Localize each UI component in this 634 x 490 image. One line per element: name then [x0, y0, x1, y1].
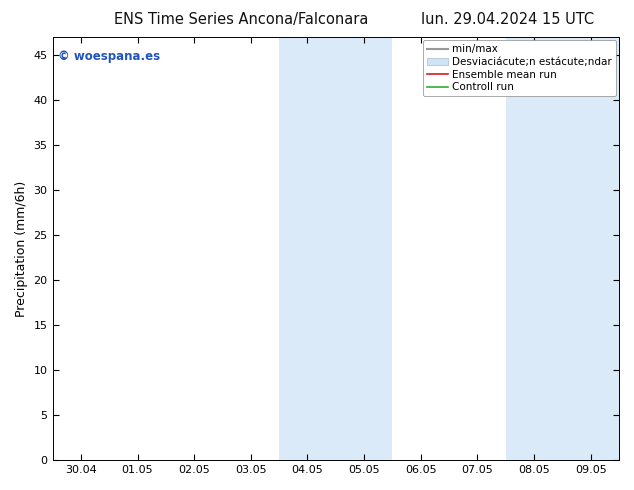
Text: lun. 29.04.2024 15 UTC: lun. 29.04.2024 15 UTC [420, 12, 594, 27]
Text: © woespana.es: © woespana.es [58, 50, 160, 63]
Y-axis label: Precipitation (mm/6h): Precipitation (mm/6h) [15, 180, 28, 317]
Bar [506, 37, 619, 460]
Text: ENS Time Series Ancona/Falconara: ENS Time Series Ancona/Falconara [113, 12, 368, 27]
Bar [279, 37, 392, 460]
Legend: min/max, Desviaciácute;n estácute;ndar, Ensemble mean run, Controll run: min/max, Desviaciácute;n estácute;ndar, … [423, 40, 616, 97]
